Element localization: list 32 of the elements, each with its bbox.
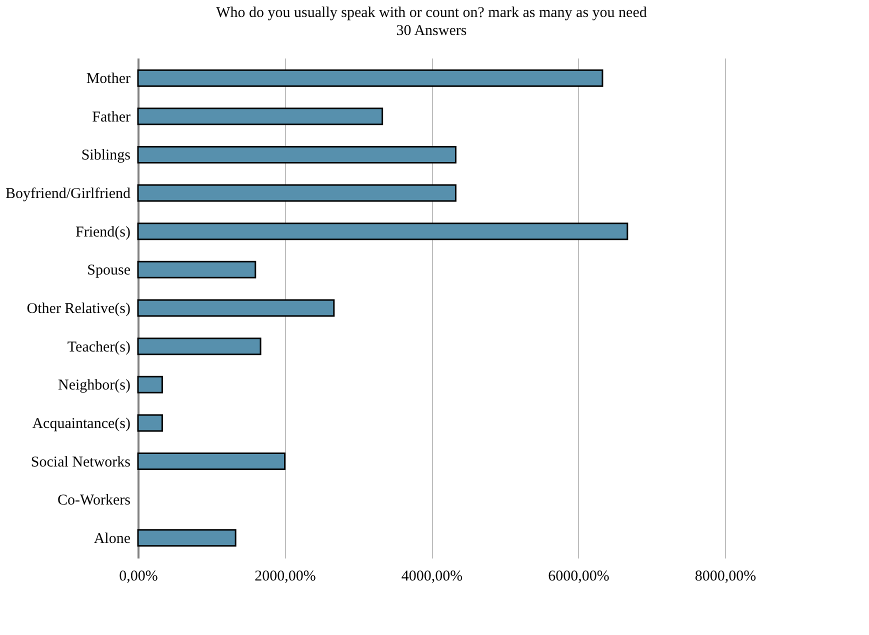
y-tick-label: Other Relative(s) [26,301,130,317]
y-tick-label: Teacher(s) [67,339,130,356]
y-tick-label: Alone [94,530,131,547]
y-tick-label: Acquaintance(s) [32,416,130,432]
y-tick-label: Mother [86,71,130,88]
chart-title: Who do you usually speak with or count on? mark as many as you need [216,5,648,21]
x-tick-label: 4000,00% [401,568,463,584]
y-tick-label: Siblings [81,148,131,164]
y-tick-label: Co-Workers [58,492,131,509]
x-tick-label: 0,00% [119,568,158,584]
bar [137,146,456,164]
bar [137,222,628,240]
bar [137,260,256,278]
chart-subtitle: 30 Answers [396,23,467,39]
bar [137,184,456,202]
bar [137,414,163,432]
y-tick-label: Social Networks [30,454,131,470]
bar [137,108,384,126]
x-tick-label: 2000,00% [254,568,316,584]
bar [137,299,335,317]
bar [137,376,163,394]
y-tick-label: Spouse [87,262,131,279]
y-tick-label: Neighbor(s) [58,378,130,394]
bar [137,338,262,356]
y-tick-label: Friend(s) [76,224,130,240]
y-tick-label: Father [92,109,130,126]
x-tick-label: 6000,00% [548,568,610,584]
y-tick-label: Boyfriend/Girlfriend [6,186,131,202]
bar [137,452,286,470]
x-tick-label: 8000,00% [694,568,756,584]
bar [137,529,236,547]
bar [137,69,604,87]
